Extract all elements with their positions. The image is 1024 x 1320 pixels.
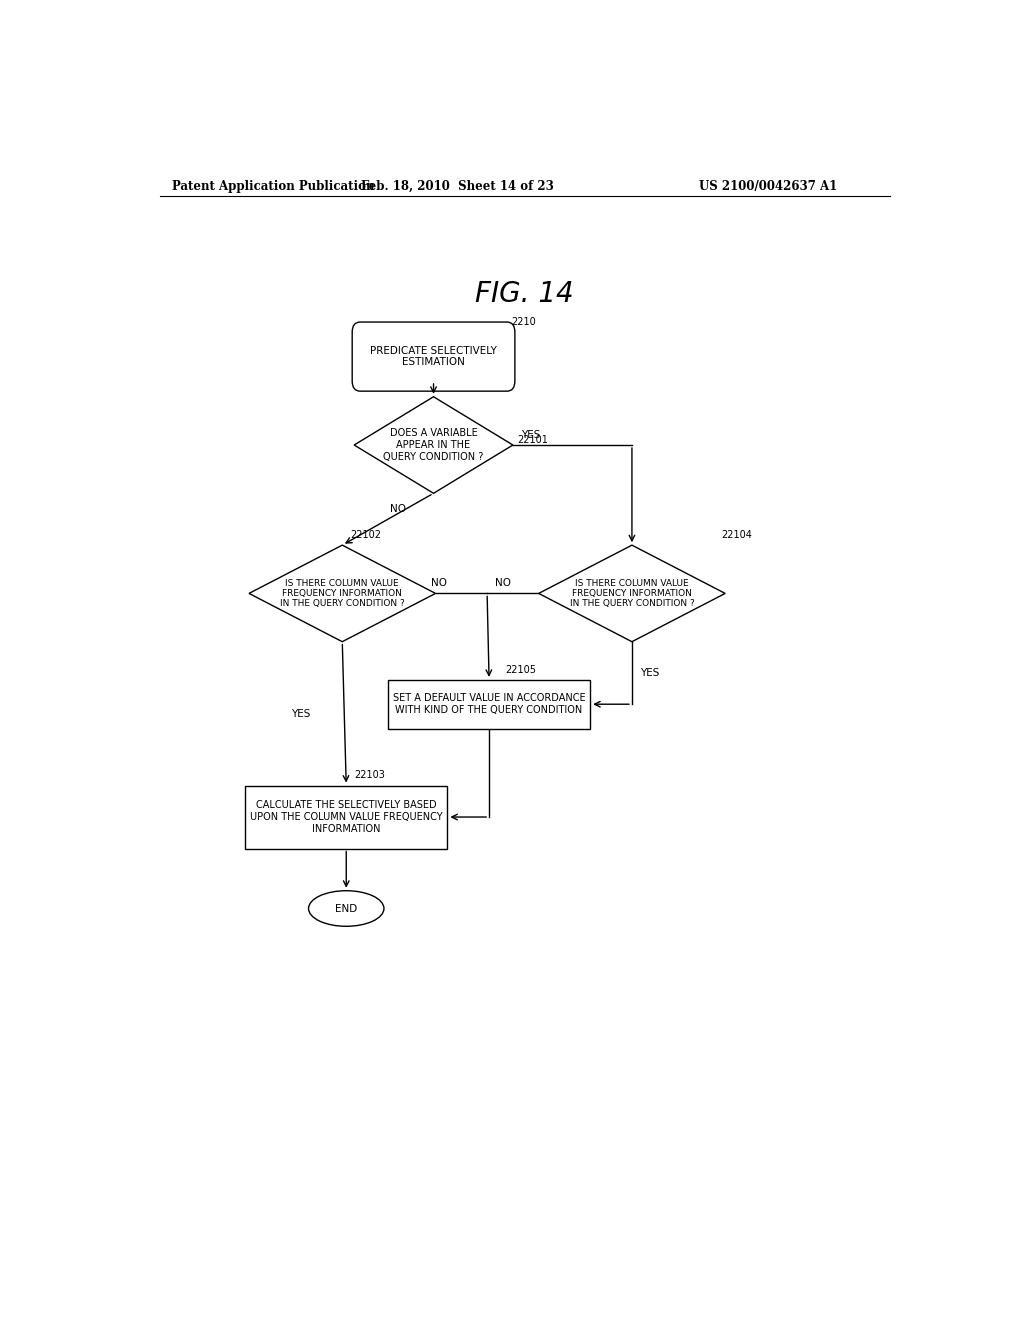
FancyBboxPatch shape [352, 322, 515, 391]
Text: NO: NO [390, 504, 406, 513]
Text: 2210: 2210 [511, 317, 536, 327]
Text: IS THERE COLUMN VALUE
FREQUENCY INFORMATION
IN THE QUERY CONDITION ?: IS THERE COLUMN VALUE FREQUENCY INFORMAT… [280, 578, 404, 609]
Text: 22102: 22102 [350, 531, 381, 540]
Text: END: END [335, 903, 357, 913]
Text: 22105: 22105 [505, 665, 536, 675]
Text: 22104: 22104 [721, 531, 752, 540]
Bar [388, 680, 590, 729]
Polygon shape [539, 545, 725, 642]
Text: YES: YES [521, 430, 541, 440]
Text: PREDICATE SELECTIVELY
ESTIMATION: PREDICATE SELECTIVELY ESTIMATION [370, 346, 497, 367]
Polygon shape [354, 397, 513, 494]
Text: Feb. 18, 2010  Sheet 14 of 23: Feb. 18, 2010 Sheet 14 of 23 [360, 181, 554, 193]
Polygon shape [249, 545, 435, 642]
Text: US 2100/0042637 A1: US 2100/0042637 A1 [699, 181, 838, 193]
Text: Patent Application Publication: Patent Application Publication [172, 181, 374, 193]
Bar [245, 785, 447, 849]
Text: FIG. 14: FIG. 14 [475, 280, 574, 309]
Text: CALCULATE THE SELECTIVELY BASED
UPON THE COLUMN VALUE FREQUENCY
INFORMATION: CALCULATE THE SELECTIVELY BASED UPON THE… [250, 800, 442, 834]
Text: 22103: 22103 [354, 771, 385, 780]
Text: SET A DEFAULT VALUE IN ACCORDANCE
WITH KIND OF THE QUERY CONDITION: SET A DEFAULT VALUE IN ACCORDANCE WITH K… [393, 693, 586, 715]
Text: YES: YES [291, 709, 310, 718]
Text: IS THERE COLUMN VALUE
FREQUENCY INFORMATION
IN THE QUERY CONDITION ?: IS THERE COLUMN VALUE FREQUENCY INFORMAT… [569, 578, 694, 609]
Text: DOES A VARIABLE
APPEAR IN THE
QUERY CONDITION ?: DOES A VARIABLE APPEAR IN THE QUERY COND… [383, 429, 483, 462]
Text: YES: YES [640, 668, 659, 678]
Ellipse shape [308, 891, 384, 927]
Text: NO: NO [431, 578, 447, 589]
Text: 22101: 22101 [517, 436, 548, 445]
Text: NO: NO [495, 578, 511, 589]
